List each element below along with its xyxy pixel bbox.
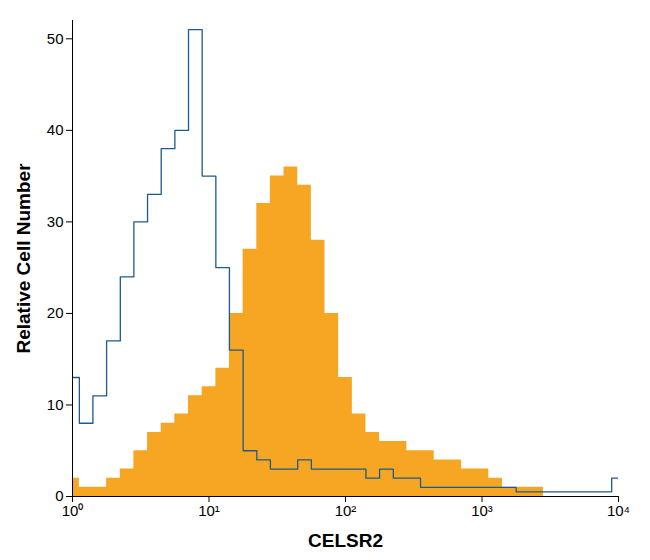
svg-text:50: 50	[47, 30, 64, 47]
svg-text:10²: 10²	[335, 502, 357, 519]
svg-text:10¹: 10¹	[198, 502, 220, 519]
svg-text:10³: 10³	[471, 502, 493, 519]
svg-text:Relative Cell Number: Relative Cell Number	[13, 163, 34, 354]
svg-text:40: 40	[47, 121, 64, 138]
svg-text:10: 10	[47, 396, 64, 413]
svg-text:20: 20	[47, 304, 64, 321]
svg-text:0: 0	[55, 487, 64, 505]
svg-text:30: 30	[47, 213, 64, 230]
svg-text:10⁴: 10⁴	[607, 502, 630, 519]
svg-text:CELSR2: CELSR2	[308, 530, 383, 551]
svg-text:10⁰: 10⁰	[62, 502, 84, 519]
